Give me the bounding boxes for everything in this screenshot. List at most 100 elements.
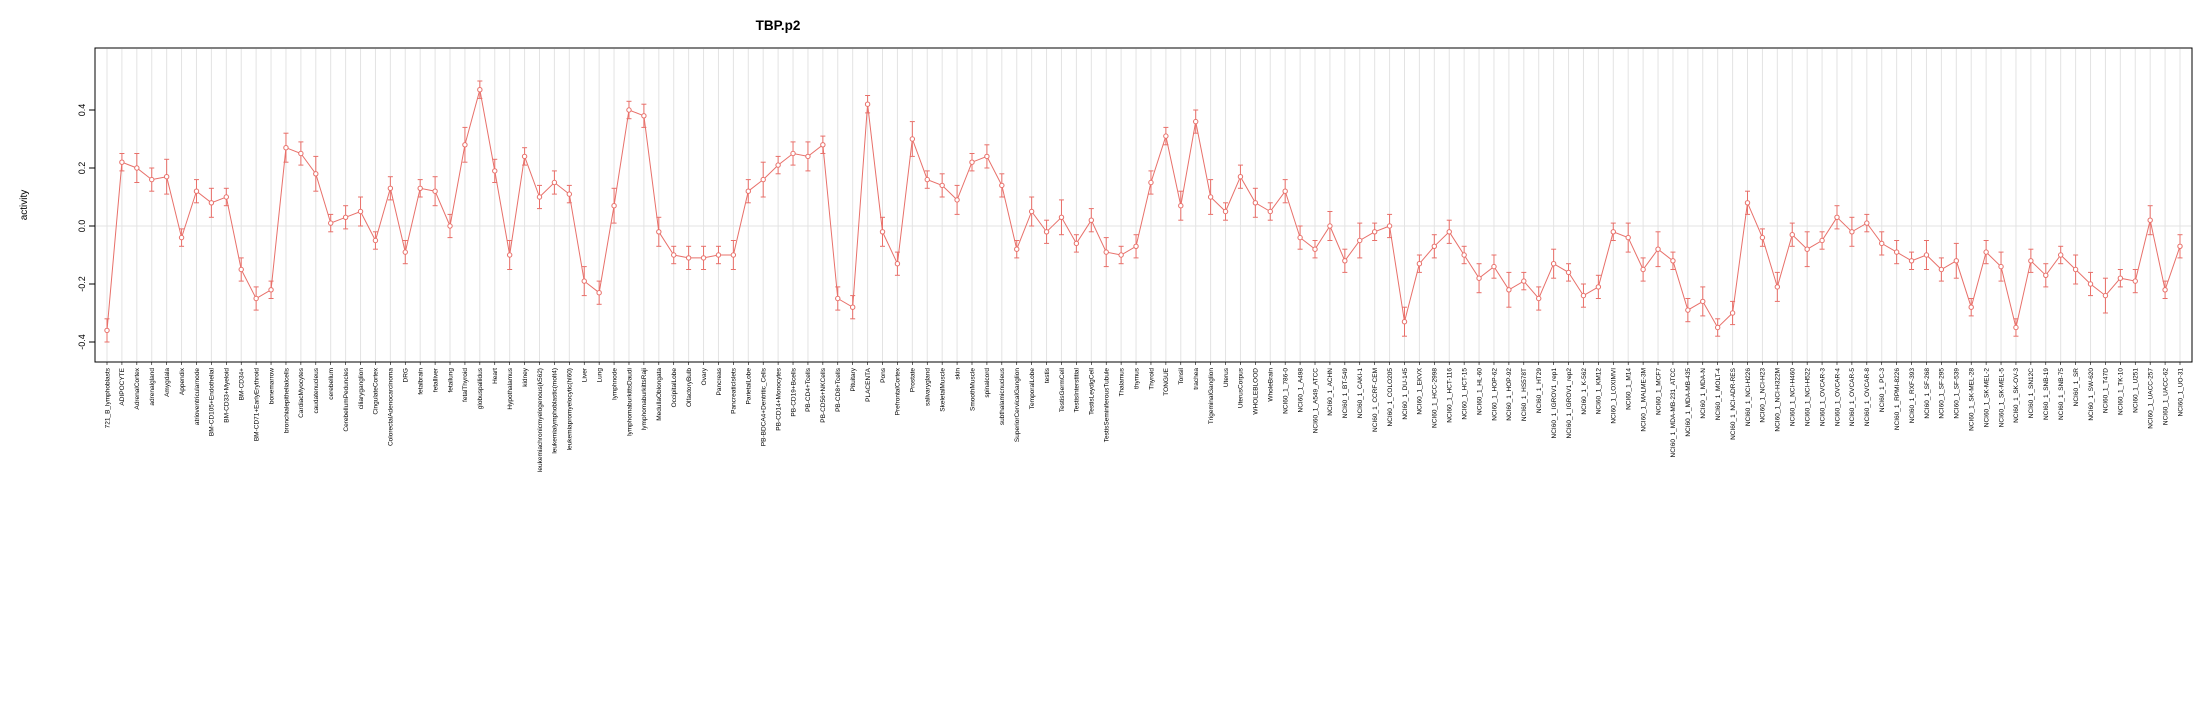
x-tick-label: NCI60_1_DU-145 [1402, 368, 1409, 420]
chart-title: TBP.p2 [755, 18, 801, 33]
data-point [1804, 246, 1810, 252]
data-point [193, 188, 200, 194]
data-point [984, 153, 990, 160]
x-tick-label: DRG [403, 368, 410, 382]
data-series [104, 80, 2183, 343]
x-tick-label: NCI60_1_HL-60 [1476, 368, 1483, 415]
data-point [1640, 266, 1646, 273]
x-tick-label: NCI60_1_MOLT-4 [1715, 368, 1722, 421]
data-point [715, 252, 722, 258]
x-tick-label: ADIPOCYTE [119, 367, 126, 405]
x-tick-label: NCI60_1_786-0 [1282, 368, 1289, 414]
plot-border [94, 47, 2193, 363]
data-point [1237, 174, 1244, 180]
x-tick-label: NCI60_1_SW-620 [2088, 368, 2095, 421]
data-point [1893, 249, 1900, 255]
data-point [671, 252, 677, 258]
x-tick-label: OlfactoryBulb [686, 368, 693, 407]
data-point [163, 174, 170, 180]
data-point [1610, 229, 1616, 235]
x-tick-label: SuperiorCervicalGanglion [1014, 368, 1021, 442]
data-point [2117, 275, 2124, 281]
x-tick-label: TestisGermCell [1059, 367, 1066, 412]
x-tick-label: NCI60_1_KM12 [1596, 368, 1603, 415]
data-point [283, 145, 289, 151]
x-tick-label: NCI60_1_RPMI-8226 [1894, 368, 1901, 431]
x-tick-label: NCI60_1_UACC-257 [2147, 368, 2154, 429]
x-tick-label: CerebellumPeduncles [343, 367, 350, 431]
x-tick-label: subthalamicnucleus [999, 367, 1006, 425]
data-point [1491, 263, 1497, 270]
x-tick-label: NCI60_1_MDA-N [1700, 368, 1707, 419]
data-point [1819, 237, 1825, 244]
x-tick-label: Pituitary [850, 367, 857, 391]
data-point [1700, 298, 1706, 305]
data-point [1133, 243, 1139, 250]
x-tick-label: Thalamus [1118, 367, 1125, 396]
data-point [1014, 246, 1020, 252]
x-tick-label: leukemiapromyelocytic(hl60) [567, 368, 574, 450]
x-tick-label: Liver [582, 367, 589, 382]
x-tick-label: NCI60_1_NCI-H522 [1804, 368, 1811, 427]
data-point [2177, 243, 2183, 250]
x-tick-label: NCI60_1_HT29 [1536, 368, 1543, 414]
x-tick-label: NCI60_1_MCF7 [1655, 368, 1662, 415]
data-point [1998, 263, 2004, 270]
data-point [1744, 200, 1751, 206]
x-tick-label: NCI60_1_NCI-H460 [1790, 368, 1797, 427]
data-point [700, 255, 707, 261]
data-point [1983, 249, 1989, 255]
x-tick-label: adrenalgland [149, 368, 156, 406]
x-tick-label: lymphnode [611, 368, 618, 400]
x-tick-label: TONGUE [1163, 367, 1170, 395]
axes: -0.4 -0.2 0.0 0.2 0.4 721_B_lymphoblasts ADIPO… [77, 47, 2193, 472]
x-tick-label: NCI60_1_PC-3 [1879, 368, 1886, 412]
data-point [1431, 243, 1438, 250]
x-tick-label: leukemialymphoblastic(molt4) [552, 368, 559, 454]
x-tick-label: skin [954, 368, 961, 380]
x-tick-label: BM-CD71+EarlyErythroid [253, 368, 260, 442]
x-tick-label: Lung [596, 368, 603, 383]
data-point [149, 176, 155, 183]
data-point [581, 278, 587, 284]
x-tick-label: NCI60_1_SK-OV-3 [2013, 368, 2020, 423]
data-point [432, 188, 438, 194]
data-point [1714, 324, 1721, 331]
data-point [536, 194, 543, 200]
gridlines [96, 49, 2191, 361]
data-point [1506, 287, 1512, 293]
y-tick-label: -0.4 [77, 334, 87, 350]
data-point [820, 142, 826, 148]
data-point [1073, 240, 1080, 247]
data-point [1446, 229, 1452, 235]
x-tick-label: Pancreas [716, 367, 723, 395]
data-point [864, 101, 871, 107]
data-point [2057, 252, 2064, 258]
x-tick-label: NCI60_1_OVCAR-3 [1819, 368, 1826, 427]
x-tick-label: NCI60_1_M14 [1625, 368, 1632, 410]
data-point [1327, 223, 1333, 229]
data-point [1357, 237, 1363, 244]
x-tick-label: NCI60_1_OVCAR-8 [1864, 368, 1871, 427]
data-point [238, 266, 244, 273]
x-tick-label: lymphomaburkittsRaji [641, 368, 648, 430]
data-point [1879, 240, 1885, 247]
data-point [119, 159, 125, 165]
data-point [790, 150, 796, 157]
x-tick-label: NCI60_1_CAKI-1 [1357, 368, 1364, 419]
x-tick-label: salivarygland [925, 368, 932, 406]
data-point [656, 229, 662, 235]
data-point [2072, 266, 2079, 273]
data-point [2102, 292, 2109, 299]
x-tick-label: Appendix [179, 367, 186, 395]
data-point [462, 142, 468, 148]
x-tick-label: Amygdala [164, 368, 171, 397]
x-tick-label: CingulateCortex [373, 367, 380, 414]
x-tick-label: NCI60_1_TK-10 [2118, 368, 2125, 415]
y-tick-label: 0.4 [77, 104, 87, 117]
x-tick-label: NCI60_1_COLO205 [1387, 368, 1394, 427]
data-point [104, 327, 110, 334]
data-point [1416, 261, 1423, 267]
